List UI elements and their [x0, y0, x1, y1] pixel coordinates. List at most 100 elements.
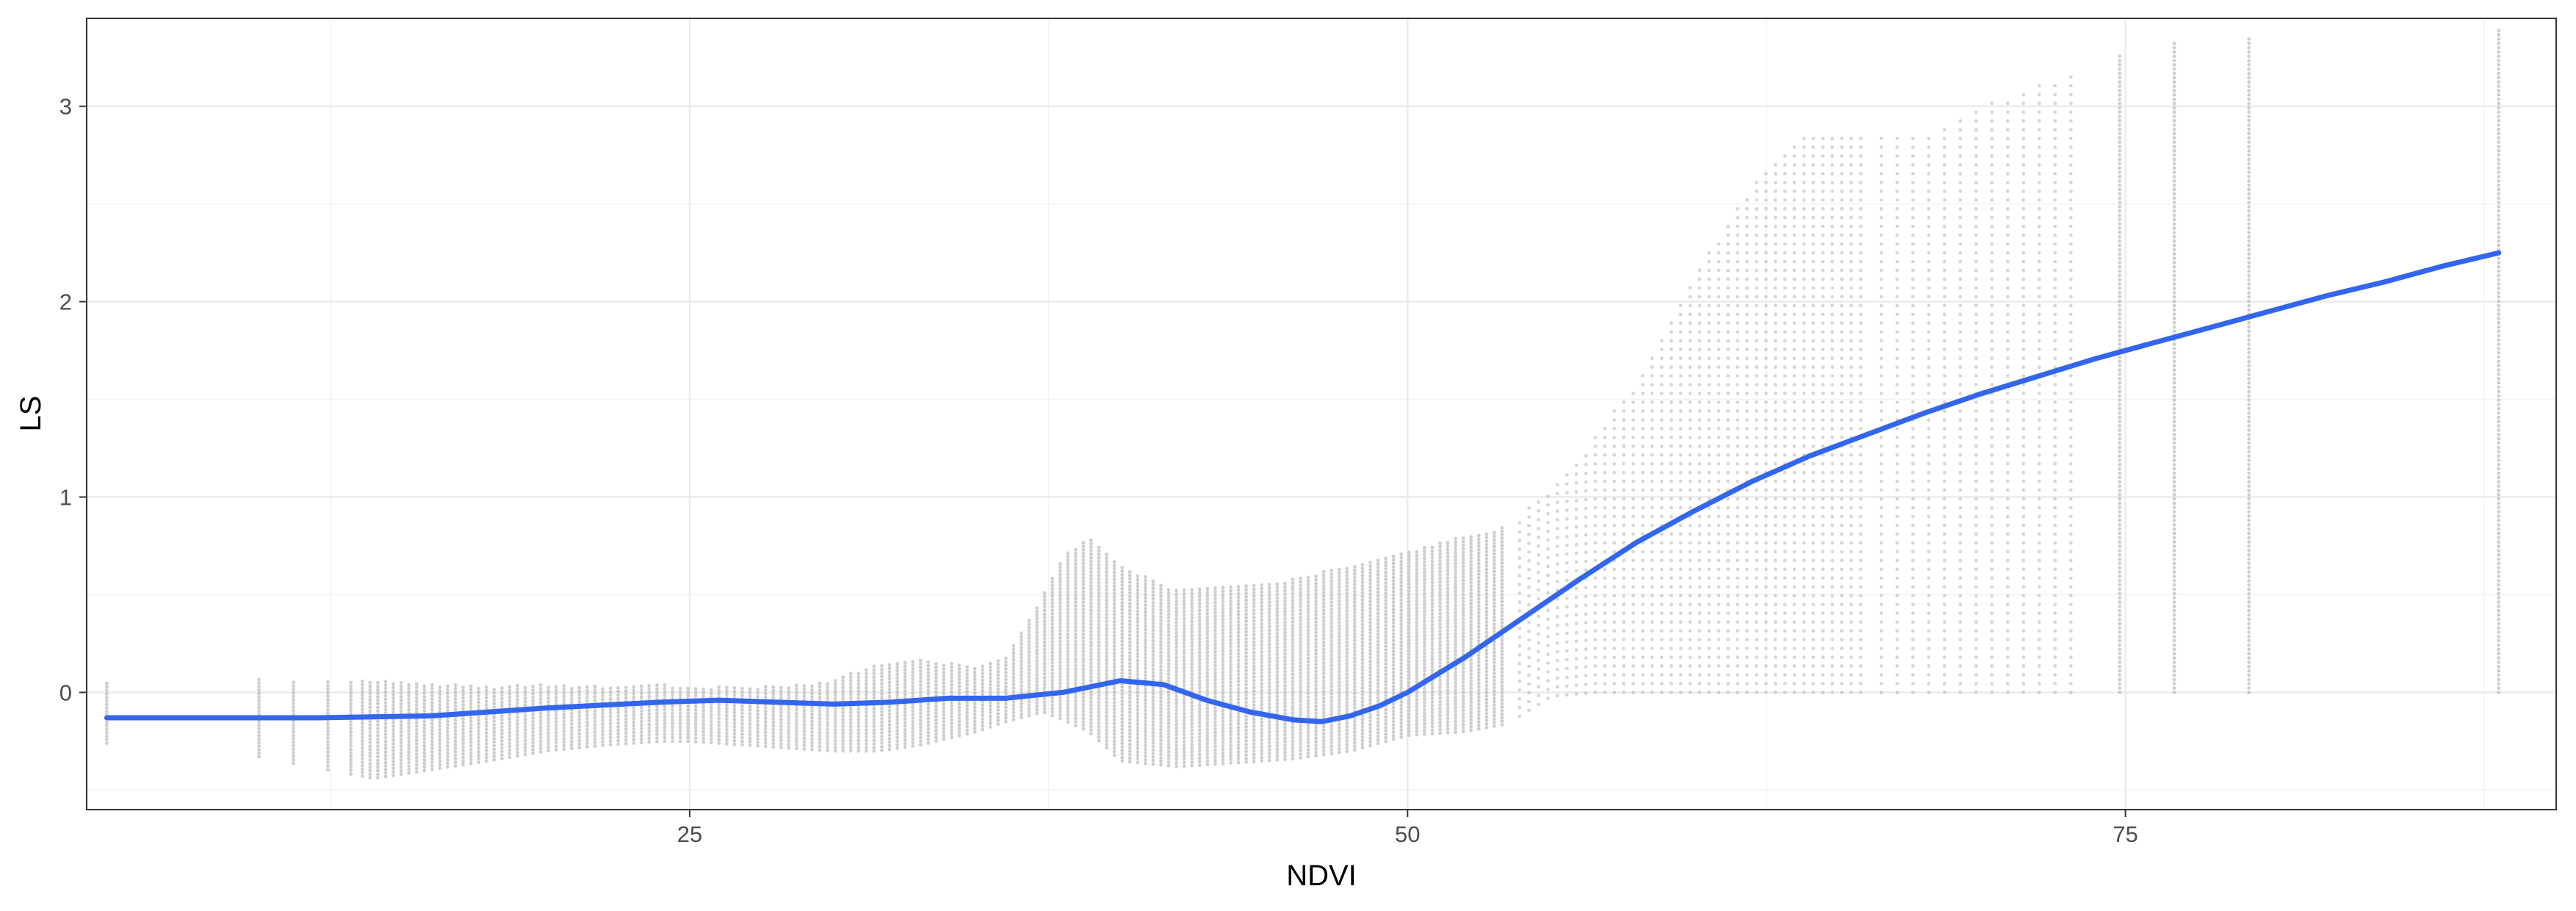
scatter-point	[1430, 626, 1435, 630]
scatter-point	[1484, 655, 1489, 659]
scatter-point	[616, 718, 620, 721]
scatter-point	[1461, 588, 1465, 593]
scatter-point	[1089, 689, 1093, 694]
scatter-point	[326, 760, 330, 765]
scatter-point	[848, 731, 853, 735]
scatter-point	[802, 712, 807, 716]
scatter-point	[1182, 701, 1186, 705]
scatter-point	[833, 710, 837, 714]
scatter-point	[1476, 561, 1481, 566]
scatter-point	[1330, 667, 1334, 671]
scatter-point	[1321, 749, 1326, 753]
scatter-point	[593, 719, 597, 724]
scatter-point	[1454, 656, 1457, 660]
scatter-point	[1321, 696, 1326, 700]
scatter-point	[833, 746, 837, 749]
scatter-point	[833, 696, 837, 700]
scatter-point	[554, 730, 558, 735]
scatter-point	[1151, 642, 1155, 647]
scatter-point	[1229, 743, 1233, 748]
scatter-point	[848, 685, 853, 690]
scatter-point	[1291, 627, 1295, 631]
scatter-point	[973, 688, 977, 692]
scatter-point	[1136, 750, 1140, 754]
scatter-point	[1197, 756, 1202, 760]
scatter-point	[1299, 703, 1302, 707]
scatter-point	[608, 721, 613, 726]
scatter-point	[608, 707, 613, 712]
scatter-point	[678, 732, 682, 736]
scatter-point	[1422, 644, 1426, 649]
scatter-point	[1430, 594, 1435, 599]
scatter-point	[1352, 705, 1357, 710]
scatter-point	[1267, 737, 1271, 741]
scatter-point	[1229, 677, 1233, 681]
scatter-point	[1197, 699, 1202, 704]
scatter-point	[1011, 700, 1016, 704]
scatter-point	[1221, 719, 1225, 724]
scatter-point	[1330, 593, 1334, 597]
scatter-point	[671, 721, 674, 726]
scatter-point	[1197, 640, 1202, 644]
scatter-point	[1430, 608, 1435, 613]
scatter-point	[1422, 591, 1426, 596]
scatter-point	[1229, 750, 1233, 755]
scatter-point	[1182, 599, 1186, 603]
scatter-point	[461, 735, 465, 738]
scatter-point	[1136, 595, 1140, 599]
scatter-point	[865, 731, 868, 735]
scatter-point	[872, 689, 876, 694]
scatter-point	[1345, 641, 1349, 644]
scatter-point	[1252, 675, 1256, 679]
scatter-point	[1306, 681, 1310, 685]
scatter-point	[1391, 579, 1396, 583]
scatter-point	[1330, 632, 1334, 636]
scatter-point	[383, 753, 388, 757]
scatter-point	[1291, 637, 1295, 641]
scatter-point	[360, 686, 364, 691]
scatter-point	[1446, 660, 1450, 664]
scatter-point	[601, 711, 605, 716]
scatter-point	[1144, 666, 1147, 671]
scatter-point	[1376, 692, 1380, 696]
scatter-point	[1144, 631, 1147, 635]
scatter-point	[632, 706, 636, 710]
scatter-point	[430, 739, 434, 743]
scatter-point	[1415, 571, 1419, 575]
scatter-point	[872, 668, 876, 672]
scatter-point	[918, 669, 923, 673]
scatter-point	[1066, 663, 1070, 668]
scatter-point	[1144, 747, 1147, 752]
scatter-point	[1074, 597, 1078, 601]
scatter-point	[1105, 728, 1108, 732]
scatter-point	[1306, 638, 1310, 643]
scatter-point	[1236, 655, 1241, 659]
scatter-point	[1136, 655, 1140, 659]
scatter-point	[1175, 666, 1178, 670]
scatter-point	[655, 690, 659, 694]
scatter-point	[856, 689, 861, 694]
scatter-point	[1252, 591, 1256, 595]
scatter-point	[1058, 702, 1062, 707]
scatter-point	[903, 671, 907, 675]
scatter-point	[1042, 640, 1047, 644]
scatter-point	[1035, 701, 1039, 705]
scatter-point	[422, 702, 427, 706]
scatter-point	[1430, 612, 1435, 616]
scatter-point	[569, 711, 574, 716]
scatter-point	[523, 721, 527, 725]
scatter-point	[802, 722, 807, 727]
scatter-point	[1415, 592, 1419, 596]
scatter-point	[1484, 606, 1489, 610]
scatter-point	[1182, 592, 1186, 596]
scatter-point	[1175, 730, 1178, 733]
scatter-point	[1415, 659, 1419, 663]
scatter-point	[1011, 683, 1016, 686]
scatter-point	[903, 703, 907, 707]
scatter-point	[616, 689, 620, 694]
scatter-point	[1182, 658, 1186, 663]
scatter-point	[848, 742, 853, 746]
scatter-point	[1252, 605, 1256, 609]
scatter-point	[1345, 612, 1349, 616]
